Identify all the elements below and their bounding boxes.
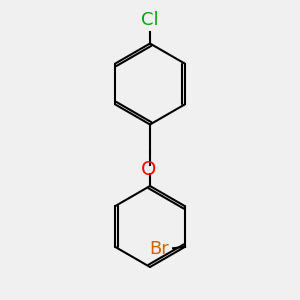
Text: Cl: Cl [141,11,159,29]
Text: Br: Br [150,240,169,258]
Text: O: O [141,160,156,179]
